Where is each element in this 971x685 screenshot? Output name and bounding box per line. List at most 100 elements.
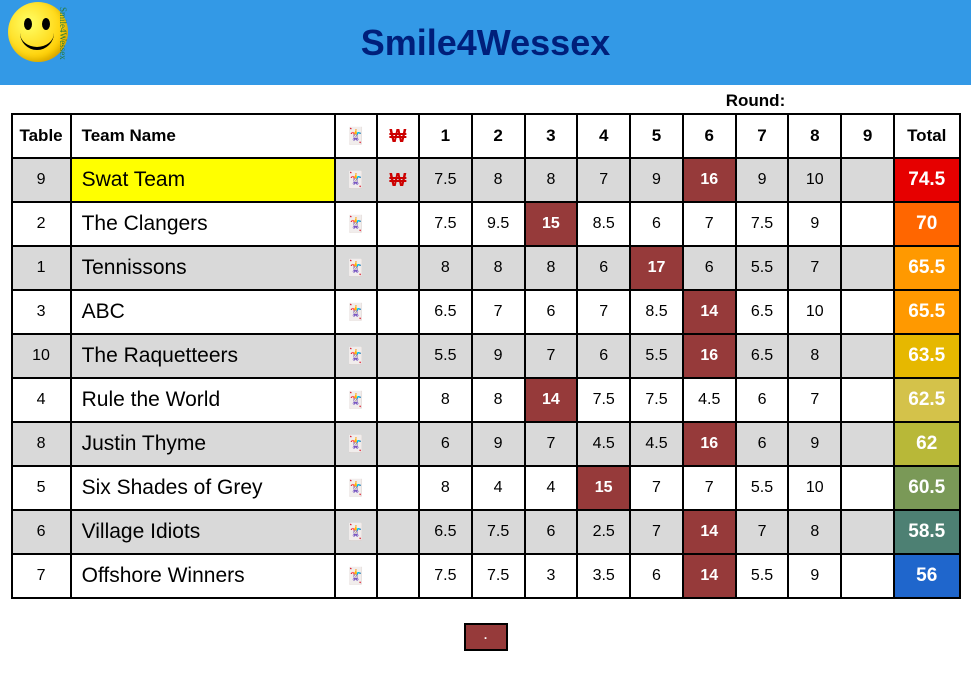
jester-icon: 🃏	[346, 568, 366, 585]
cell-won: ₩	[377, 158, 419, 202]
jester-icon: 🃏	[346, 304, 366, 321]
cell-score: 9.5	[472, 202, 525, 246]
cell-score: 4.5	[630, 422, 683, 466]
cell-team-name: Village Idiots	[71, 510, 335, 554]
table-row: 8Justin Thyme🃏6974.54.5166962	[12, 422, 960, 466]
cell-team-name: Six Shades of Grey	[71, 466, 335, 510]
cell-won	[377, 422, 419, 466]
cell-table-num: 8	[12, 422, 71, 466]
won-icon: ₩	[389, 126, 406, 146]
cell-score: 4.5	[577, 422, 630, 466]
cell-score: 7	[736, 510, 789, 554]
cell-score	[841, 290, 894, 334]
cell-score: 3.5	[577, 554, 630, 598]
col-r1: 1	[419, 114, 472, 158]
cell-table-num: 5	[12, 466, 71, 510]
col-r9: 9	[841, 114, 894, 158]
cell-total: 60.5	[894, 466, 960, 510]
cell-score	[841, 202, 894, 246]
jester-icon: 🃏	[346, 436, 366, 453]
cell-table-num: 6	[12, 510, 71, 554]
cell-table-num: 4	[12, 378, 71, 422]
table-row: 5Six Shades of Grey🃏84415775.51060.5	[12, 466, 960, 510]
cell-jester: 🃏	[335, 246, 377, 290]
cell-score: 7	[630, 510, 683, 554]
cell-table-num: 3	[12, 290, 71, 334]
cell-score: 7	[577, 158, 630, 202]
round-label: Round:	[540, 91, 971, 111]
col-r3: 3	[525, 114, 578, 158]
table-row: 1Tennissons🃏88861765.5765.5	[12, 246, 960, 290]
cell-total: 74.5	[894, 158, 960, 202]
header-bar: Smile4Wessex Smile4Wessex	[0, 0, 971, 85]
cell-score: 8	[525, 158, 578, 202]
cell-team-name: Offshore Winners	[71, 554, 335, 598]
cell-jester: 🃏	[335, 158, 377, 202]
cell-score: 5.5	[736, 466, 789, 510]
cell-score: 6	[630, 202, 683, 246]
cell-jester: 🃏	[335, 334, 377, 378]
cell-score: 6	[525, 510, 578, 554]
cell-score	[841, 246, 894, 290]
cell-score: 7.5	[472, 510, 525, 554]
cell-total: 56	[894, 554, 960, 598]
cell-jester: 🃏	[335, 202, 377, 246]
cell-score: 7	[683, 466, 736, 510]
cell-score: 7.5	[419, 158, 472, 202]
cell-score: 14	[683, 290, 736, 334]
cell-score: 9	[630, 158, 683, 202]
col-table: Table	[12, 114, 71, 158]
legend-joker-box: .	[464, 623, 508, 651]
logo: Smile4Wessex	[8, 2, 78, 82]
table-row: 6Village Idiots🃏6.57.562.57147858.5	[12, 510, 960, 554]
cell-score	[841, 422, 894, 466]
cell-score: 6.5	[736, 334, 789, 378]
table-row: 3ABC🃏6.57678.5146.51065.5	[12, 290, 960, 334]
jester-icon: 🃏	[346, 128, 366, 145]
cell-jester: 🃏	[335, 422, 377, 466]
col-team: Team Name	[71, 114, 335, 158]
col-total: Total	[894, 114, 960, 158]
scoreboard-table: Table Team Name 🃏 ₩ 1 2 3 4 5 6 7 8 9 To…	[11, 113, 961, 599]
cell-score: 10	[788, 466, 841, 510]
header-row: Table Team Name 🃏 ₩ 1 2 3 4 5 6 7 8 9 To…	[12, 114, 960, 158]
cell-team-name: Swat Team	[71, 158, 335, 202]
cell-score: 5.5	[736, 246, 789, 290]
cell-score: 6	[630, 554, 683, 598]
cell-score: 7.5	[577, 378, 630, 422]
cell-score: 8	[788, 510, 841, 554]
scoreboard-body: 9Swat Team🃏₩7.588791691074.52The Clanger…	[12, 158, 960, 598]
cell-score: 7	[788, 378, 841, 422]
cell-score: 6	[419, 422, 472, 466]
col-r8: 8	[788, 114, 841, 158]
col-r4: 4	[577, 114, 630, 158]
jester-icon: 🃏	[346, 348, 366, 365]
cell-won	[377, 290, 419, 334]
cell-score: 7.5	[419, 554, 472, 598]
cell-score: 7.5	[630, 378, 683, 422]
cell-won	[377, 334, 419, 378]
cell-score: 17	[630, 246, 683, 290]
cell-jester: 🃏	[335, 378, 377, 422]
col-r2: 2	[472, 114, 525, 158]
cell-team-name: Rule the World	[71, 378, 335, 422]
cell-score: 6	[683, 246, 736, 290]
cell-won	[377, 246, 419, 290]
cell-score: 6	[577, 246, 630, 290]
cell-won	[377, 466, 419, 510]
cell-team-name: The Raquetteers	[71, 334, 335, 378]
cell-won	[377, 378, 419, 422]
cell-score: 6.5	[419, 290, 472, 334]
cell-score: 7	[788, 246, 841, 290]
cell-score: 6.5	[419, 510, 472, 554]
jester-icon: 🃏	[346, 216, 366, 233]
cell-score: 16	[683, 158, 736, 202]
cell-total: 65.5	[894, 290, 960, 334]
cell-score: 8	[419, 378, 472, 422]
col-r6: 6	[683, 114, 736, 158]
cell-total: 70	[894, 202, 960, 246]
cell-score	[841, 158, 894, 202]
cell-score	[841, 334, 894, 378]
cell-table-num: 7	[12, 554, 71, 598]
cell-jester: 🃏	[335, 466, 377, 510]
